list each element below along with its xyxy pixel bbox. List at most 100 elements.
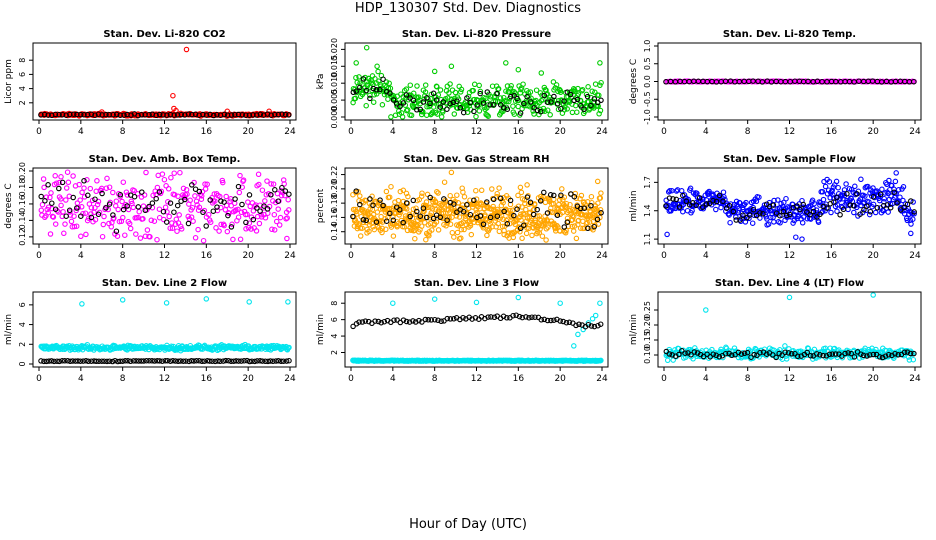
data-point xyxy=(250,112,256,118)
data-point xyxy=(910,356,917,363)
data-point xyxy=(559,186,565,192)
data-point xyxy=(264,206,271,212)
x-tick-label: 8 xyxy=(432,127,438,137)
data-point xyxy=(403,86,410,92)
data-point xyxy=(731,345,738,351)
data-point xyxy=(877,191,884,198)
data-point xyxy=(531,111,537,117)
data-point xyxy=(120,214,126,221)
data-point xyxy=(140,358,147,364)
x-tick-label: 16 xyxy=(826,127,838,137)
data-point xyxy=(283,358,290,364)
data-point xyxy=(895,187,902,193)
data-point xyxy=(670,357,676,363)
data-point xyxy=(99,358,105,364)
data-point xyxy=(141,192,148,198)
data-point xyxy=(122,358,129,364)
data-point xyxy=(467,211,474,218)
data-point xyxy=(231,200,238,207)
data-point xyxy=(597,107,604,114)
data-point xyxy=(588,193,595,200)
y-tick-label: 6 xyxy=(18,302,27,307)
data-point xyxy=(713,198,720,205)
data-point xyxy=(119,358,126,364)
data-point xyxy=(156,111,163,118)
data-point xyxy=(280,358,287,364)
data-point xyxy=(284,235,290,242)
data-point xyxy=(88,204,95,211)
data-point xyxy=(567,91,574,98)
data-point xyxy=(847,202,854,208)
data-point xyxy=(503,217,510,224)
data-point xyxy=(782,349,788,356)
data-point xyxy=(438,114,445,120)
data-point xyxy=(45,112,51,118)
data-point xyxy=(147,234,153,240)
data-point xyxy=(575,331,581,338)
panel-title: Stan. Dev. Li-820 Pressure xyxy=(402,29,552,40)
data-point xyxy=(460,189,466,195)
data-point xyxy=(585,84,591,90)
data-point xyxy=(41,184,47,191)
data-point xyxy=(794,353,801,360)
data-point xyxy=(544,99,551,105)
data-point xyxy=(598,357,604,364)
data-point xyxy=(507,197,514,204)
data-point xyxy=(189,182,195,188)
data-point xyxy=(585,225,591,232)
data-point xyxy=(221,199,227,205)
x-tick-label: 0 xyxy=(36,251,42,261)
data-point xyxy=(877,193,884,200)
data-point xyxy=(517,110,524,116)
data-point xyxy=(564,106,570,112)
data-point xyxy=(862,193,868,199)
data-point xyxy=(807,352,814,359)
data-point xyxy=(676,204,683,210)
data-point xyxy=(140,216,146,222)
data-point xyxy=(414,83,420,89)
y-tick-label: 0.20 xyxy=(18,162,27,180)
data-point xyxy=(380,76,386,82)
data-point xyxy=(866,211,873,218)
data-point xyxy=(235,111,242,118)
data-point xyxy=(272,187,278,193)
data-point xyxy=(544,107,551,113)
data-point xyxy=(515,103,521,110)
data-point xyxy=(274,190,281,197)
data-point xyxy=(56,185,62,192)
data-point xyxy=(447,221,454,227)
data-point xyxy=(891,189,897,196)
data-point xyxy=(810,208,817,215)
data-point xyxy=(165,199,171,205)
data-point xyxy=(514,95,520,102)
data-point xyxy=(874,205,881,211)
x-tick-label: 16 xyxy=(201,251,213,261)
data-point xyxy=(524,182,530,188)
data-point xyxy=(418,193,425,200)
data-point xyxy=(120,206,127,213)
data-point xyxy=(170,357,176,364)
data-point xyxy=(244,357,250,364)
data-point xyxy=(591,96,598,102)
data-point xyxy=(454,98,460,104)
data-point xyxy=(598,97,604,104)
data-point xyxy=(232,111,238,118)
data-point xyxy=(99,190,105,197)
y-axis-label: ml/min xyxy=(4,314,14,345)
data-point xyxy=(153,195,159,202)
data-point xyxy=(484,199,490,205)
data-point xyxy=(422,89,429,95)
data-point xyxy=(537,198,544,204)
y-tick-label: 0.16 xyxy=(18,195,27,213)
data-point xyxy=(718,204,724,211)
data-point xyxy=(386,194,393,200)
data-point xyxy=(203,112,210,118)
y-tick-label: 0.0 xyxy=(643,75,652,88)
x-tick-label: 0 xyxy=(36,374,42,384)
data-point xyxy=(403,190,410,197)
data-point xyxy=(420,99,427,105)
data-point xyxy=(804,215,811,222)
data-point xyxy=(861,207,867,213)
plot-frame xyxy=(32,42,297,121)
